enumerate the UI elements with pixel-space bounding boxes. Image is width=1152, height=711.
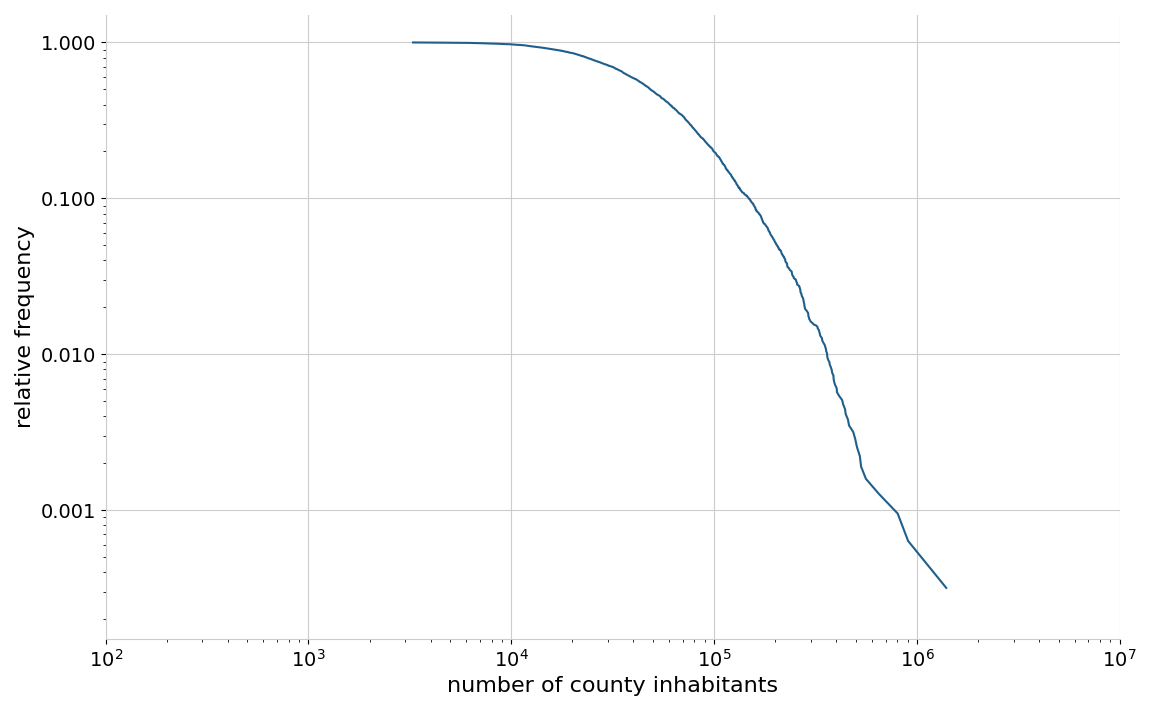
X-axis label: number of county inhabitants: number of county inhabitants bbox=[447, 676, 779, 696]
Y-axis label: relative frequency: relative frequency bbox=[15, 225, 35, 428]
